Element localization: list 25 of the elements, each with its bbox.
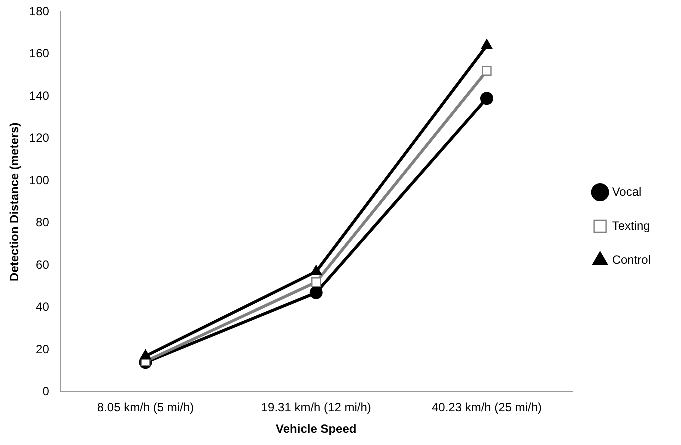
y-tick-label: 100 [29, 173, 50, 188]
y-tick-label: 160 [29, 46, 50, 61]
point [481, 39, 493, 50]
point [482, 66, 492, 76]
legend-label: Texting [612, 218, 650, 233]
y-axis-title: Detection Distance (meters) [8, 122, 22, 282]
legend-label: Control [612, 252, 652, 267]
point [140, 350, 152, 360]
y-tick-label: 40 [36, 300, 50, 314]
y-tick-label: 0 [42, 384, 50, 399]
point [310, 286, 323, 300]
y-tick-label: 60 [36, 258, 50, 272]
legend-label: Vocal [612, 184, 642, 199]
y-tick-label: 120 [29, 131, 50, 146]
x-tick-label: 19.31 km/h (12 mi/h) [261, 400, 372, 415]
x-tick-label: 8.05 km/h (5 mi/h) [97, 400, 194, 415]
point [310, 265, 322, 276]
y-tick-label: 140 [29, 88, 50, 103]
point [480, 92, 494, 106]
point [312, 278, 322, 288]
y-tick-label: 180 [29, 4, 50, 18]
y-tick-label: 80 [36, 216, 50, 230]
x-tick-label: 40.23 km/h (25 mi/h) [432, 400, 542, 415]
x-axis-title: Vehicle Speed [276, 422, 357, 436]
y-tick-label: 20 [36, 342, 50, 356]
